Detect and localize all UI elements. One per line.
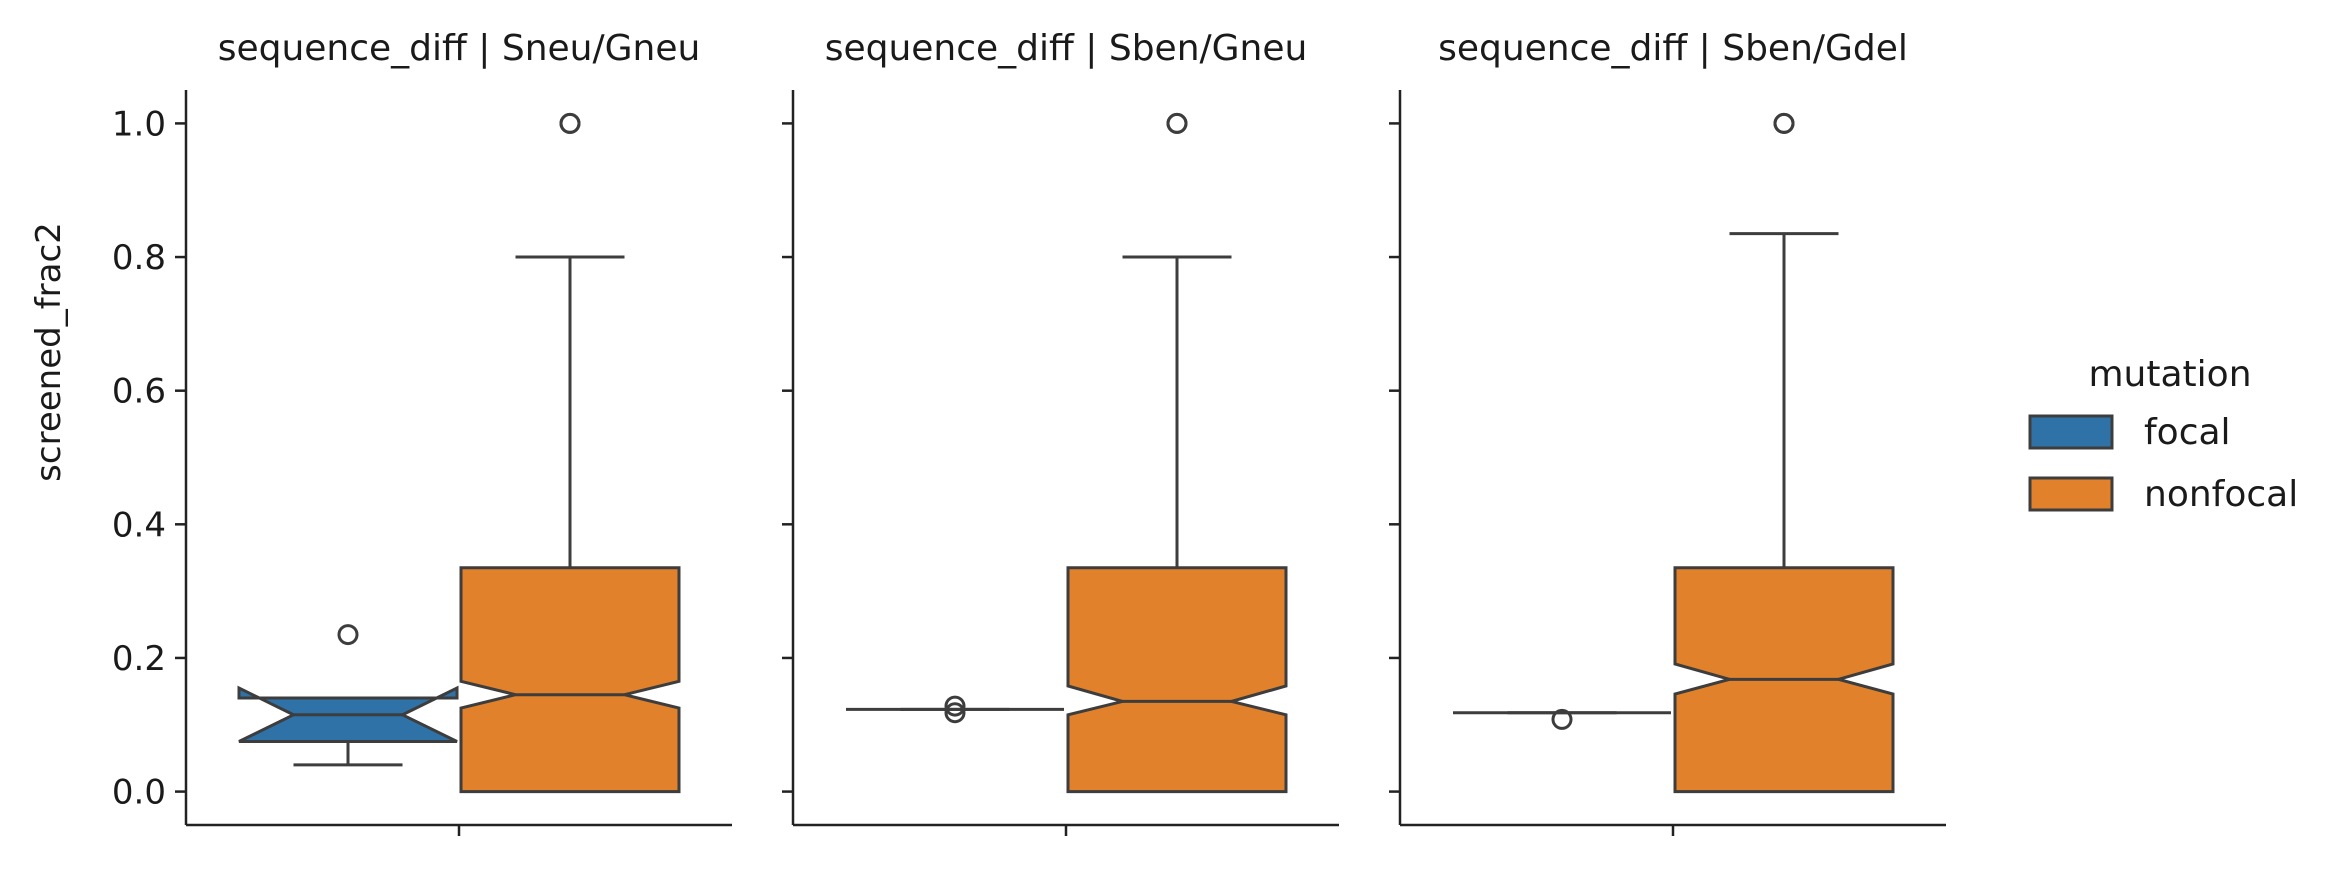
legend-swatch-focal bbox=[2028, 414, 2114, 450]
box-nonfocal bbox=[1673, 112, 1895, 794]
box-nonfocal bbox=[459, 112, 681, 794]
y-tick-label: 0.8 bbox=[112, 238, 166, 278]
outlier-point bbox=[944, 695, 966, 717]
box-nonfocal bbox=[1066, 112, 1288, 794]
facet-panel: sequence_diff | Sben/Gdel bbox=[1389, 28, 1946, 836]
panel-title: sequence_diff | Sneu/Gneu bbox=[218, 28, 701, 69]
box-focal bbox=[237, 624, 459, 767]
legend-label-nonfocal: nonfocal bbox=[2144, 474, 2298, 515]
y-tick-label: 0.0 bbox=[112, 773, 166, 813]
facet-panel: sequence_diff | Sneu/Gneu 0.0 0.2 0.4 0.6 0.8… bbox=[112, 28, 732, 836]
panel-title: sequence_diff | Sben/Gdel bbox=[1438, 28, 1908, 69]
y-axis-label: screened_frac2 bbox=[29, 222, 69, 482]
legend-swatch-nonfocal bbox=[2028, 476, 2114, 512]
legend: mutation focal nonfocal bbox=[2028, 354, 2298, 515]
box-focal bbox=[1453, 708, 1671, 730]
legend-title: mutation bbox=[2088, 354, 2251, 395]
facet-panels: sequence_diff | Sneu/Gneu 0.0 0.2 0.4 0.6 0.8… bbox=[112, 28, 1946, 836]
outlier-point bbox=[559, 112, 581, 134]
outlier-point bbox=[1166, 112, 1188, 134]
legend-label-focal: focal bbox=[2144, 412, 2231, 453]
panel-title: sequence_diff | Sben/Gneu bbox=[825, 28, 1308, 69]
y-tick-label: 0.2 bbox=[112, 639, 166, 679]
outlier-point bbox=[944, 702, 966, 724]
facet-panel: sequence_diff | Sben/Gneu bbox=[782, 28, 1339, 836]
y-tick-label: 0.4 bbox=[112, 505, 166, 545]
outlier-point bbox=[337, 624, 359, 646]
outlier-point bbox=[1551, 708, 1573, 730]
box-focal bbox=[846, 695, 1064, 724]
box-body bbox=[1066, 566, 1288, 794]
y-tick-label: 0.6 bbox=[112, 372, 166, 412]
outlier-point bbox=[1773, 112, 1795, 134]
box-body bbox=[459, 566, 681, 794]
y-tick-label: 1.0 bbox=[112, 104, 166, 144]
